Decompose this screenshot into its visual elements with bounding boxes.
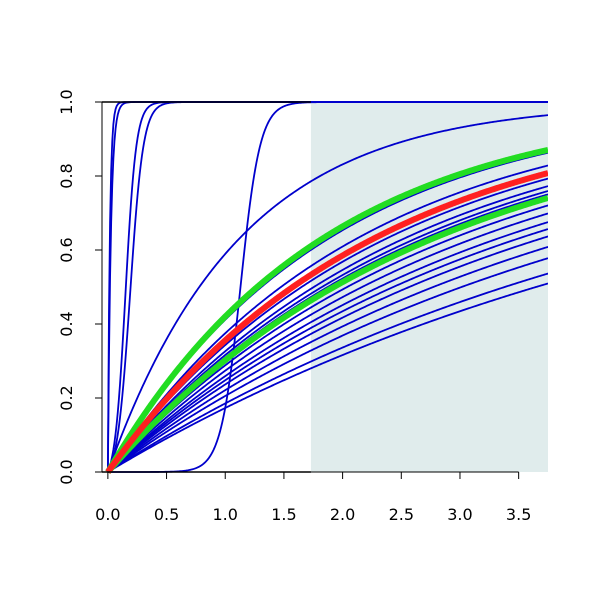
series-line-blue-15	[107, 221, 548, 473]
series-line-blue-17	[107, 235, 548, 473]
x-tick-label-6: 3.0	[447, 505, 472, 524]
y-tick-label-4: 0.8	[57, 163, 76, 188]
y-tick-label-2: 0.4	[57, 311, 76, 336]
series-line-blue-7	[107, 164, 548, 473]
series-line-blue-16	[107, 228, 548, 473]
y-tick-label-5: 1.0	[57, 89, 76, 114]
x-tick-label-3: 1.5	[271, 505, 296, 524]
plot-area: 0.0 0.5 1.0 1.5 2.0 2.5 3.0 3.5 0.0 0.2 0.4 0.6 0.8 1…	[57, 89, 548, 524]
series-line-blue-5	[107, 114, 548, 473]
curves-group	[105, 101, 548, 474]
series-line-green-22	[105, 147, 548, 474]
shaded-region	[310, 102, 548, 472]
series-line-blue-18	[107, 246, 548, 473]
series-line-blue-19	[107, 257, 548, 473]
series-line-green-23	[105, 195, 548, 474]
x-tick-label-0: 0.0	[95, 505, 120, 524]
series-line-blue-21	[107, 282, 548, 473]
x-tick-label-5: 2.5	[389, 505, 414, 524]
x-tick-label-4: 2.0	[330, 505, 355, 524]
x-tick-label-2: 1.0	[213, 505, 238, 524]
series-line-red-24	[105, 170, 548, 474]
x-tick-label-1: 0.5	[154, 505, 179, 524]
x-tick-label-7: 3.5	[506, 505, 531, 524]
series-line-blue-20	[107, 272, 548, 473]
y-tick-label-1: 0.2	[57, 385, 76, 410]
series-line-blue-4	[107, 101, 548, 473]
y-tick-label-0: 0.0	[57, 459, 76, 484]
series-line-blue-9	[107, 185, 548, 473]
series-line-blue-14	[107, 212, 548, 473]
y-tick-label-3: 0.6	[57, 237, 76, 262]
